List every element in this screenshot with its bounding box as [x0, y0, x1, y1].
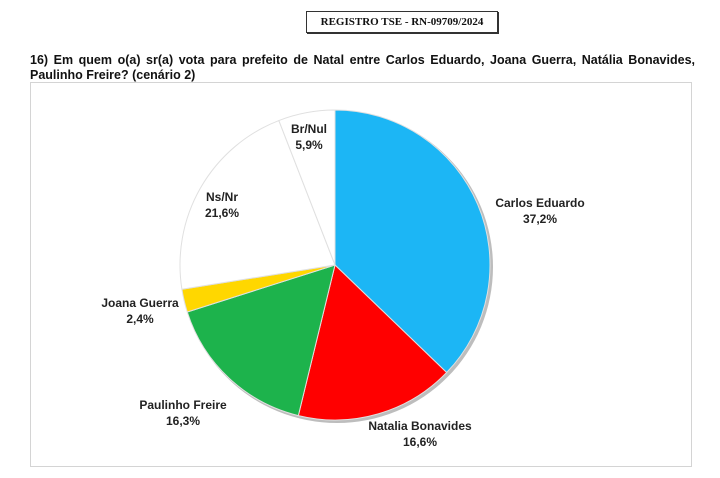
slice-label: Paulinho Freire — [139, 398, 227, 412]
registration-box: REGISTRO TSE - RN-09709/2024 — [306, 11, 498, 33]
pie-slice — [179, 119, 336, 290]
slice-label: Carlos Eduardo — [495, 196, 584, 210]
chart-frame — [30, 82, 692, 467]
slice-label: Ns/Nr — [206, 190, 238, 204]
pie-slice — [186, 264, 336, 417]
chart-title: 16) Em quem o(a) sr(a) vota para prefeit… — [30, 53, 695, 82]
slice-value-label: 16,6% — [403, 435, 437, 449]
pie-slice — [334, 109, 491, 374]
slice-value-label: 2,4% — [126, 312, 154, 326]
pie-slice — [297, 264, 448, 421]
slice-value-label: 21,6% — [205, 206, 239, 220]
slice-label: Natalia Bonavides — [368, 419, 472, 433]
slice-label: Br/Nul — [291, 122, 327, 136]
slice-value-label: 5,9% — [295, 138, 323, 152]
slice-label: Joana Guerra — [101, 296, 179, 310]
pie-slice — [278, 109, 336, 266]
slice-value-label: 16,3% — [166, 414, 200, 428]
slice-value-label: 37,2% — [523, 212, 557, 226]
